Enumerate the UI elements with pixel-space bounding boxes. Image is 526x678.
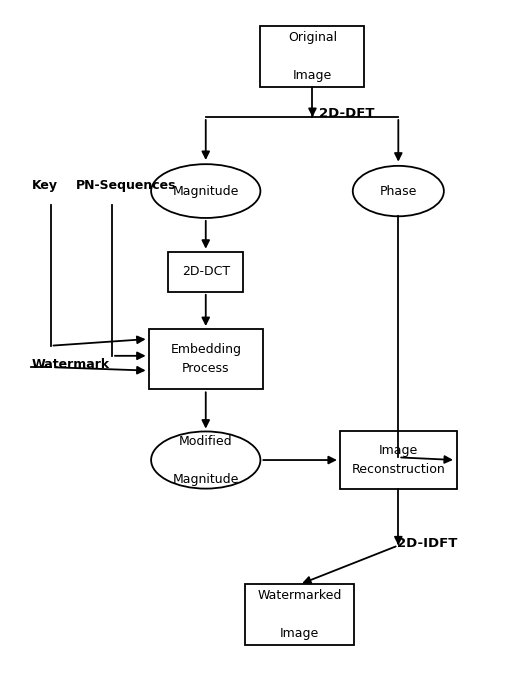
Text: Phase: Phase [380, 184, 417, 197]
FancyBboxPatch shape [168, 252, 244, 292]
Text: Watermark: Watermark [32, 358, 109, 371]
FancyBboxPatch shape [148, 329, 263, 389]
Ellipse shape [151, 164, 260, 218]
Text: Magnitude: Magnitude [173, 184, 239, 197]
FancyBboxPatch shape [340, 431, 457, 489]
Text: Watermarked

Image: Watermarked Image [257, 589, 341, 640]
Text: Original

Image: Original Image [288, 31, 337, 82]
Text: Embedding
Process: Embedding Process [170, 343, 241, 375]
Text: Modified

Magnitude: Modified Magnitude [173, 435, 239, 485]
FancyBboxPatch shape [260, 26, 365, 87]
Ellipse shape [151, 431, 260, 489]
Text: 2D-IDFT: 2D-IDFT [397, 537, 458, 550]
Text: Image
Reconstruction: Image Reconstruction [351, 444, 445, 476]
Text: 2D-DCT: 2D-DCT [181, 265, 230, 278]
FancyBboxPatch shape [245, 584, 354, 645]
Text: Key: Key [32, 179, 57, 192]
Ellipse shape [353, 166, 444, 216]
Text: PN-Sequences: PN-Sequences [76, 179, 176, 192]
Text: 2D-DFT: 2D-DFT [319, 106, 374, 119]
